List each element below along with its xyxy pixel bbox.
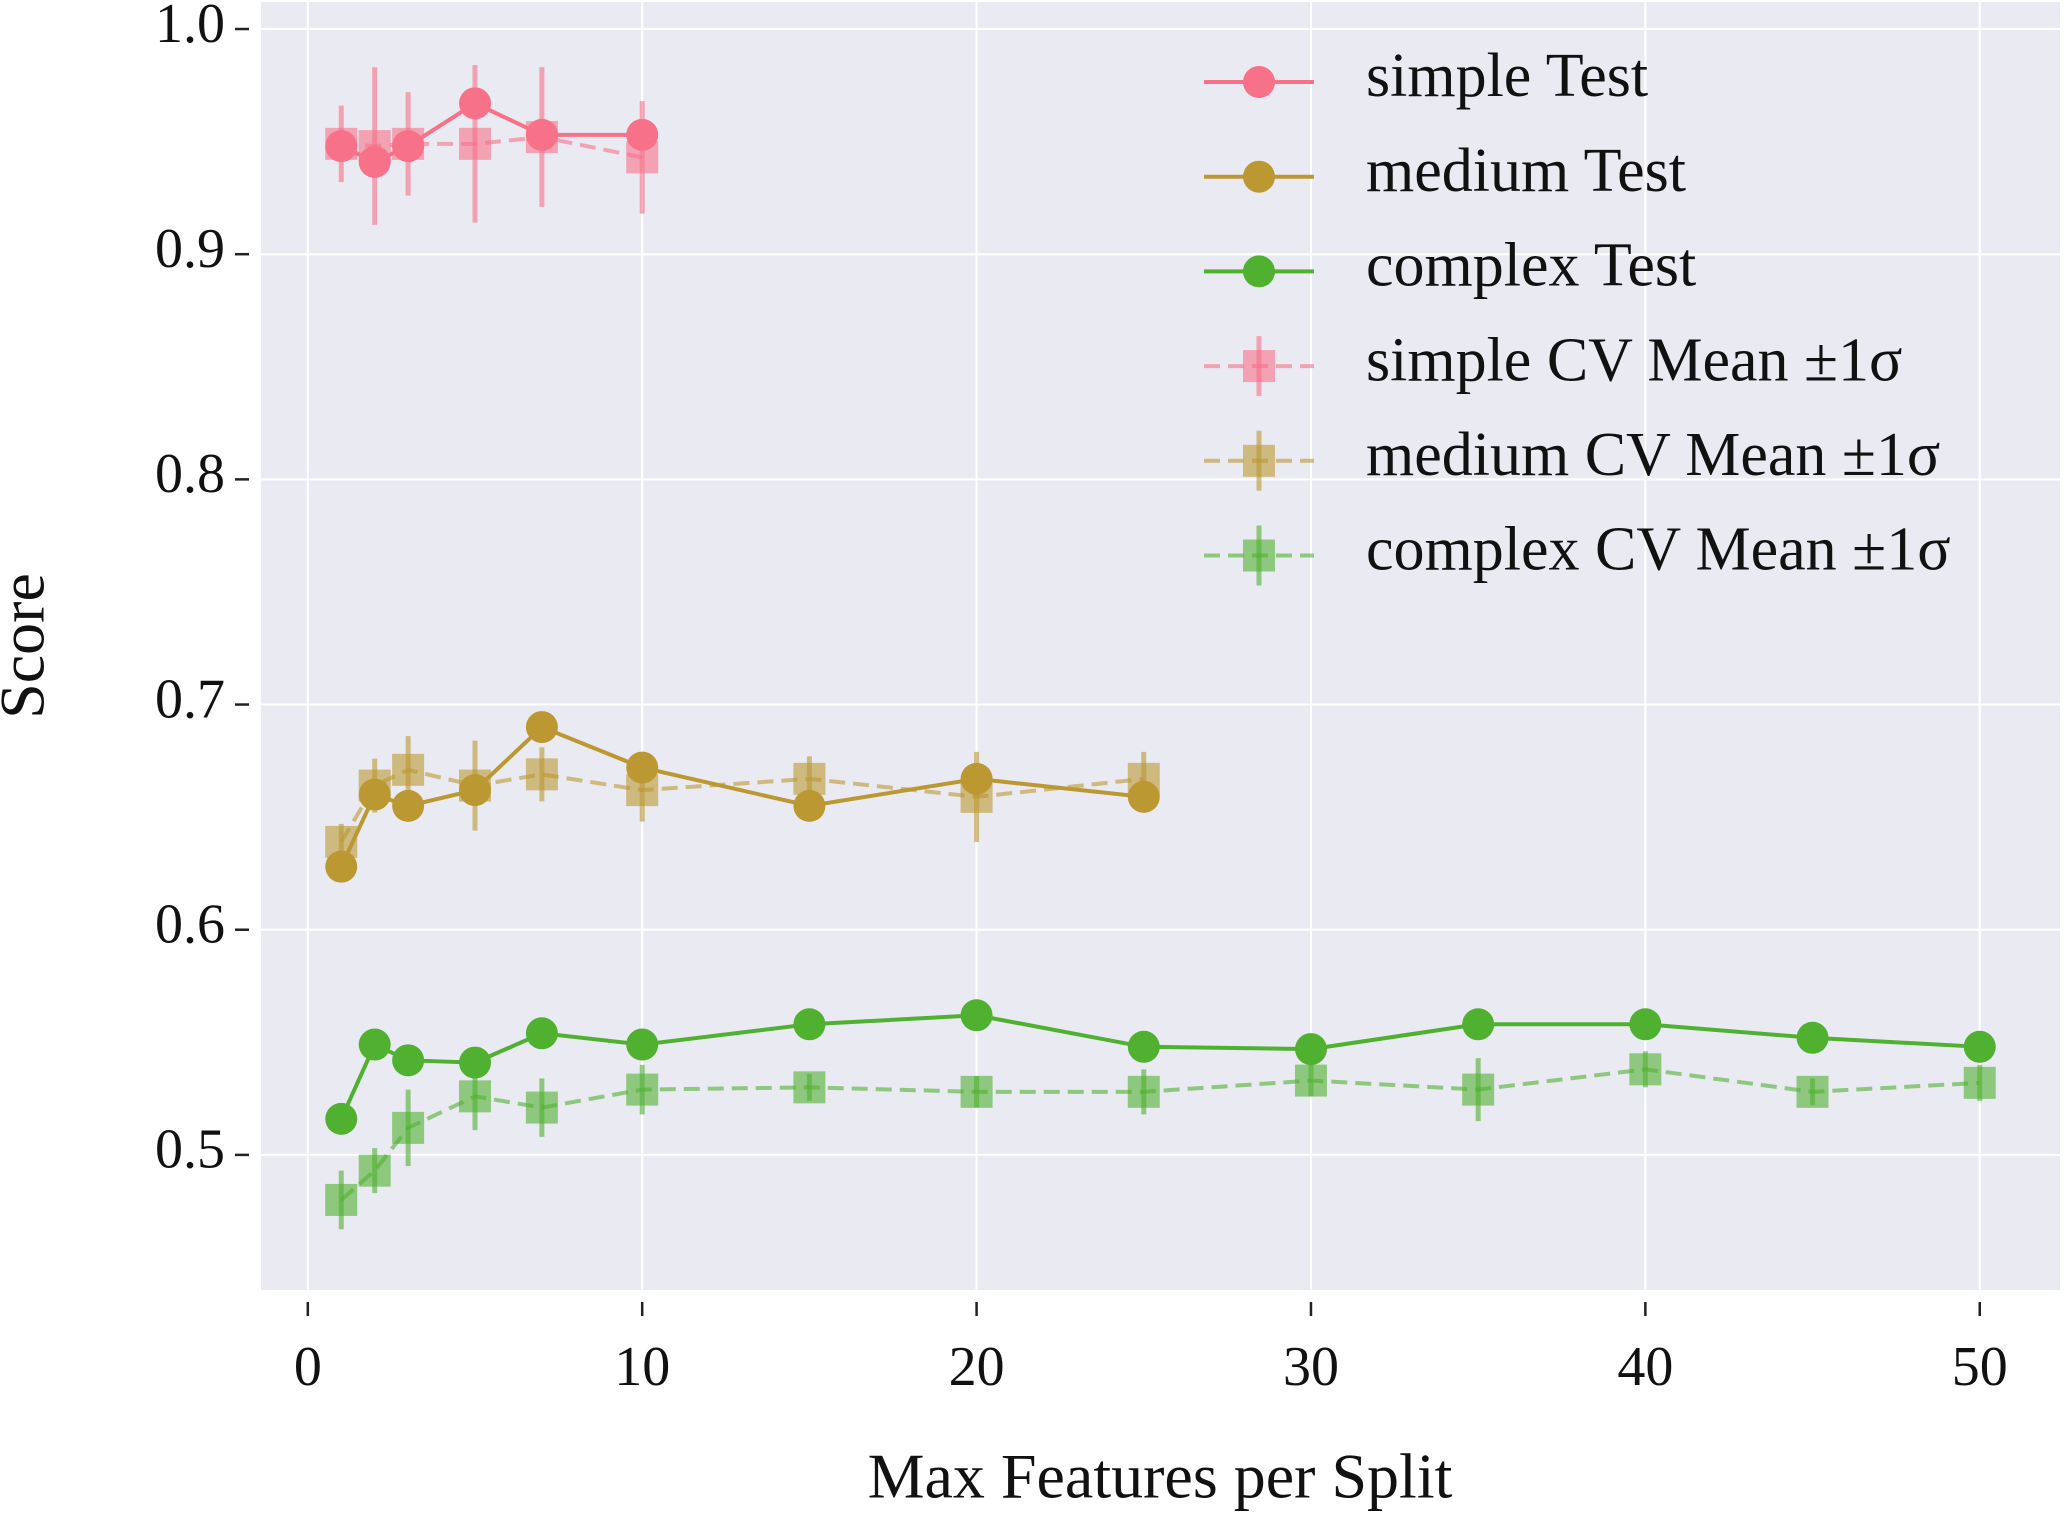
marker bbox=[325, 825, 358, 858]
x-tick-label: 0 bbox=[294, 1336, 322, 1398]
marker bbox=[626, 1028, 659, 1061]
marker bbox=[960, 780, 993, 813]
marker bbox=[325, 850, 358, 883]
marker bbox=[325, 1102, 358, 1135]
legend-marker bbox=[1243, 255, 1275, 288]
y-tick-label: 0.7 bbox=[155, 668, 225, 730]
marker bbox=[392, 1111, 425, 1144]
series bbox=[325, 65, 659, 225]
marker bbox=[626, 774, 659, 807]
legend-marker bbox=[1243, 444, 1275, 477]
marker bbox=[358, 130, 391, 163]
x-tick-label: 50 bbox=[1952, 1336, 2008, 1398]
y-tick-label: 0.6 bbox=[155, 894, 225, 956]
marker bbox=[793, 789, 826, 822]
legend-item: complex CV Mean ±1σ bbox=[1204, 516, 1951, 586]
marker bbox=[793, 762, 826, 795]
legend-item: simple CV Mean ±1σ bbox=[1204, 326, 1902, 397]
series bbox=[325, 1051, 1996, 1230]
marker bbox=[392, 753, 425, 786]
marker bbox=[1294, 1033, 1327, 1066]
marker bbox=[459, 1080, 492, 1113]
marker bbox=[626, 1073, 659, 1106]
marker bbox=[626, 141, 659, 174]
marker bbox=[392, 789, 425, 822]
marker bbox=[1294, 1064, 1327, 1097]
marker bbox=[793, 1071, 826, 1104]
marker bbox=[358, 1028, 391, 1061]
legend-label: complex Test bbox=[1366, 232, 1696, 300]
legend-item: simple Test bbox=[1204, 42, 1648, 110]
marker bbox=[1127, 762, 1160, 795]
marker bbox=[525, 758, 558, 791]
marker bbox=[1127, 1030, 1160, 1063]
legend-marker bbox=[1243, 160, 1275, 193]
x-tick-label: 10 bbox=[614, 1336, 670, 1398]
marker bbox=[459, 127, 492, 160]
marker bbox=[525, 1017, 558, 1050]
marker bbox=[1629, 1053, 1662, 1086]
legend-marker bbox=[1243, 66, 1275, 98]
marker bbox=[1963, 1030, 1996, 1063]
marker bbox=[392, 127, 425, 160]
marker bbox=[960, 1075, 993, 1108]
legend-label: complex CV Mean ±1σ bbox=[1366, 516, 1951, 584]
y-axis-label: Score bbox=[0, 573, 58, 719]
legend-item: medium CV Mean ±1σ bbox=[1204, 421, 1940, 491]
legend-marker bbox=[1243, 350, 1275, 383]
plot-area bbox=[261, 2, 2060, 1290]
series bbox=[325, 736, 1160, 860]
marker bbox=[325, 127, 358, 160]
legend-item: complex Test bbox=[1204, 232, 1696, 300]
y-tick-label: 0.8 bbox=[155, 443, 225, 505]
legend-label: simple Test bbox=[1366, 42, 1648, 110]
y-tick-label: 1.0 bbox=[155, 0, 225, 55]
marker bbox=[1462, 1073, 1495, 1106]
marker bbox=[392, 1044, 425, 1077]
marker bbox=[459, 769, 492, 802]
y-tick-label: 0.5 bbox=[155, 1119, 225, 1181]
marker bbox=[793, 1008, 826, 1041]
legend-label: medium CV Mean ±1σ bbox=[1366, 421, 1940, 489]
legend-marker bbox=[1243, 539, 1275, 572]
legend-label: medium Test bbox=[1366, 137, 1686, 205]
marker bbox=[1127, 1075, 1160, 1108]
marker bbox=[525, 1091, 558, 1124]
marker bbox=[325, 1183, 358, 1216]
marker bbox=[525, 121, 558, 154]
x-tick-label: 40 bbox=[1617, 1336, 1673, 1398]
marker bbox=[1963, 1066, 1996, 1099]
x-tick-label: 30 bbox=[1283, 1336, 1339, 1398]
marker bbox=[358, 1154, 391, 1187]
marker bbox=[960, 999, 993, 1032]
marker bbox=[1629, 1008, 1662, 1041]
x-tick-label: 20 bbox=[949, 1336, 1005, 1398]
marker bbox=[1796, 1021, 1829, 1054]
marker bbox=[525, 711, 558, 744]
marker bbox=[1462, 1008, 1495, 1041]
y-tick-label: 0.9 bbox=[155, 218, 225, 280]
marker bbox=[358, 769, 391, 802]
marker bbox=[1796, 1075, 1829, 1108]
x-axis-label: Max Features per Split bbox=[868, 1441, 1453, 1512]
legend-item: medium Test bbox=[1204, 137, 1686, 205]
legend-label: simple CV Mean ±1σ bbox=[1366, 326, 1902, 394]
